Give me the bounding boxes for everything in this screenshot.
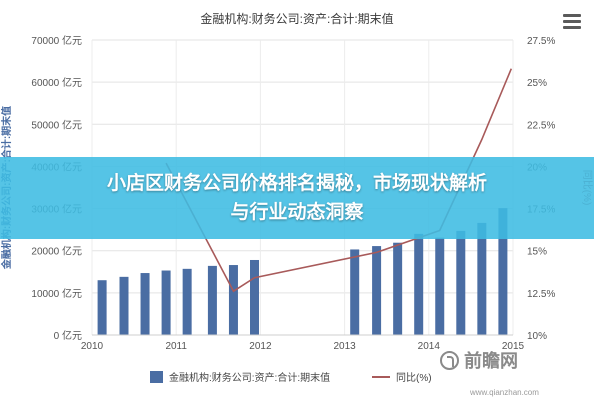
x-tick-label: 2012 — [249, 341, 272, 352]
line-series — [165, 68, 513, 293]
x-tick-label: 2015 — [502, 341, 525, 352]
banner-line-2: 与行业动态洞察 — [230, 202, 364, 223]
y-right-tick-label: 25% — [527, 78, 547, 89]
y-right-tick-label: 15% — [527, 247, 547, 258]
bar[interactable] — [477, 222, 487, 335]
x-tick-label: 2014 — [418, 341, 441, 352]
chart-title: 金融机构:财务公司:资产:合计:期末值 — [200, 11, 393, 26]
watermark: 前瞻网 — [440, 347, 518, 373]
bar[interactable] — [140, 273, 150, 335]
bar[interactable] — [350, 249, 360, 335]
y-left-tick-label: 0 亿元 — [54, 329, 82, 342]
bar[interactable] — [456, 230, 466, 335]
bar[interactable] — [414, 233, 424, 335]
yoy-line[interactable] — [165, 68, 513, 293]
bar[interactable] — [228, 265, 238, 335]
y-right-tick-label: 12.5% — [527, 289, 555, 300]
x-tick-label: 2010 — [81, 341, 104, 352]
watermark-logo-icon — [440, 350, 459, 370]
banner-line-1: 小店区财务公司价格排名揭秘，市场现状解析 — [106, 173, 487, 194]
bar[interactable] — [119, 276, 129, 335]
overlay-banner: 小店区财务公司价格排名揭秘，市场现状解析 与行业动态洞察 — [0, 157, 594, 239]
bar[interactable] — [250, 259, 260, 335]
bar[interactable] — [161, 270, 171, 335]
x-tick-label: 2011 — [165, 341, 187, 352]
bar[interactable] — [97, 280, 107, 335]
y-right-tick-label: 22.5% — [527, 120, 555, 131]
watermark-brand: 前瞻网 — [464, 351, 518, 371]
bar[interactable] — [393, 242, 403, 335]
legend[interactable]: 金融机构:财务公司:资产:合计:期末值 同比(%) — [150, 371, 432, 384]
y-left-tick-label: 20000 亿元 — [31, 245, 82, 258]
y-left-tick-label: 50000 亿元 — [31, 118, 82, 131]
legend-label-bar[interactable]: 金融机构:财务公司:资产:合计:期末值 — [169, 371, 330, 384]
bar[interactable] — [498, 208, 508, 335]
y-right-tick-label: 10% — [527, 331, 547, 342]
menu-icon[interactable] — [563, 14, 581, 30]
watermark-url: www.qianzhan.com — [470, 388, 539, 397]
bar[interactable] — [372, 246, 382, 335]
y-left-tick-label: 70000 亿元 — [31, 34, 82, 47]
x-tick-label: 2013 — [333, 341, 356, 352]
bar[interactable] — [435, 237, 445, 335]
bar-series — [97, 208, 508, 335]
bar[interactable] — [207, 265, 217, 335]
bar[interactable] — [182, 268, 192, 335]
legend-swatch-bar — [150, 371, 163, 383]
y-left-tick-label: 60000 亿元 — [31, 76, 82, 89]
legend-label-line[interactable]: 同比(%) — [396, 372, 432, 384]
y-right-tick-label: 27.5% — [527, 36, 555, 47]
y-left-tick-label: 10000 亿元 — [31, 287, 82, 300]
